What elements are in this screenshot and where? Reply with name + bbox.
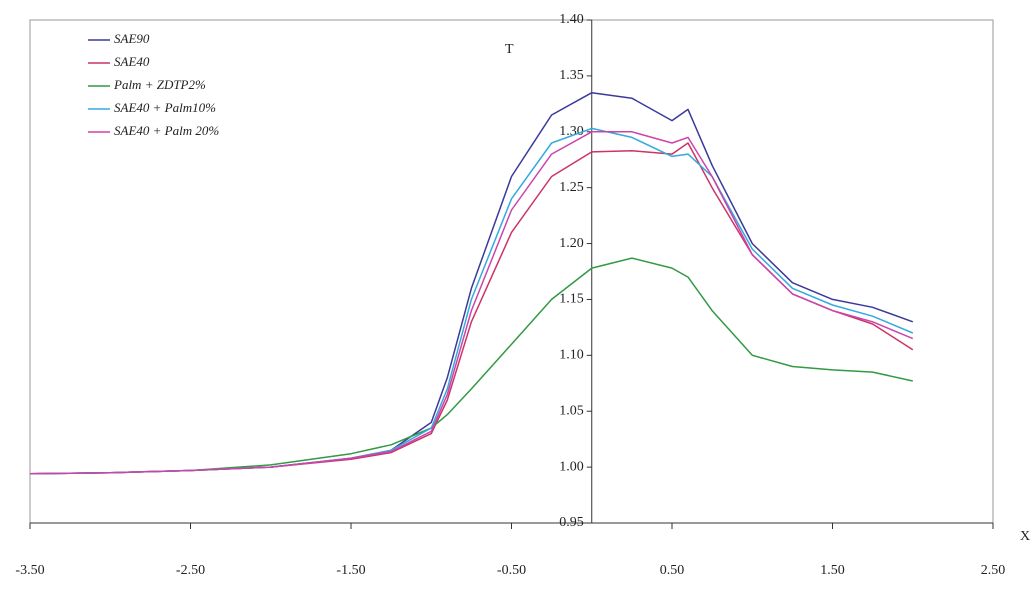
y-tick-label: 1.35 (559, 68, 584, 83)
y-tick-label: 1.30 (559, 124, 584, 139)
legend-label: SAE40 (114, 54, 150, 69)
legend-label: SAE40 + Palm10% (114, 100, 216, 115)
y-tick-label: 1.20 (559, 236, 584, 251)
y-tick-label: 0.95 (559, 515, 584, 530)
legend-label: SAE90 (114, 31, 150, 46)
legend-label: Palm + ZDTP2% (113, 77, 206, 92)
x-tick-label: 2.50 (981, 563, 1006, 578)
y-tick-label: 1.40 (559, 12, 584, 27)
x-tick-label: -0.50 (497, 563, 526, 578)
plot-frame (29, 19, 994, 524)
y-tick-label: 1.15 (559, 292, 584, 307)
series-line (29, 142, 914, 475)
series-line (29, 91, 914, 475)
x-tick-label: 1.50 (820, 563, 845, 578)
y-tick-label: 1.05 (559, 403, 584, 418)
x-tick-label: -2.50 (176, 563, 205, 578)
series-line (29, 257, 913, 475)
x-tick-label: -3.50 (15, 563, 44, 578)
legend-label: SAE40 + Palm 20% (114, 123, 219, 138)
y-tick-label: 1.25 (559, 180, 584, 195)
series-line (29, 131, 914, 475)
x-tick-label: -1.50 (336, 563, 365, 578)
y-tick-label: 1.10 (559, 348, 584, 363)
y-axis-title: T (505, 42, 514, 57)
x-axis-title: X (1020, 529, 1030, 544)
series-line (29, 127, 914, 475)
x-tick-label: 0.50 (660, 563, 685, 578)
y-tick-label: 1.00 (559, 459, 584, 474)
